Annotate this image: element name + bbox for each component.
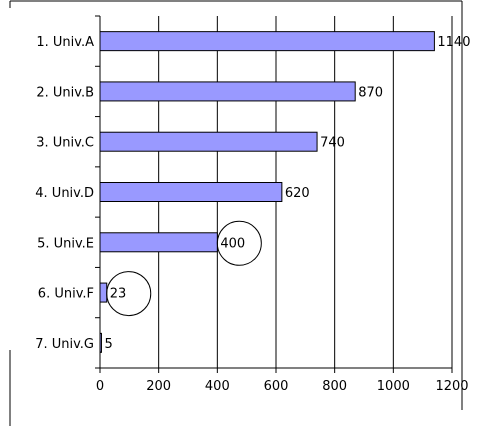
bar: [99, 31, 435, 52]
x-tick-label: 800: [322, 379, 347, 394]
bar: [99, 182, 283, 202]
category-label: 3. Univ.C: [36, 136, 94, 151]
bar: [99, 282, 108, 303]
x-tick-label: 600: [264, 379, 289, 394]
category-label: 2. Univ.B: [36, 85, 94, 100]
bar: [99, 81, 356, 102]
data-label: 400: [220, 236, 245, 251]
data-label: 870: [358, 85, 383, 100]
data-label: 620: [285, 186, 310, 201]
bar: [99, 131, 318, 152]
highlight-circle: [216, 220, 262, 266]
category-label: 6. Univ.F: [38, 287, 94, 302]
data-label: 5: [104, 337, 112, 352]
x-tick-label: 1200: [435, 379, 468, 394]
category-label: 1. Univ.A: [36, 35, 94, 50]
bar: [99, 332, 102, 353]
x-tick-label: 0: [96, 379, 104, 394]
highlight-circle: [106, 271, 152, 317]
bar: [99, 232, 218, 253]
category-label: 5. Univ.E: [37, 236, 94, 251]
category-label: 4. Univ.D: [35, 186, 94, 201]
data-label: 1140: [437, 35, 470, 50]
data-label: 23: [110, 287, 127, 302]
category-label: 7. Univ.G: [35, 337, 94, 352]
x-tick-label: 200: [146, 379, 171, 394]
data-label: 740: [320, 136, 345, 151]
x-tick-label: 1000: [377, 379, 410, 394]
x-tick-label: 400: [205, 379, 230, 394]
